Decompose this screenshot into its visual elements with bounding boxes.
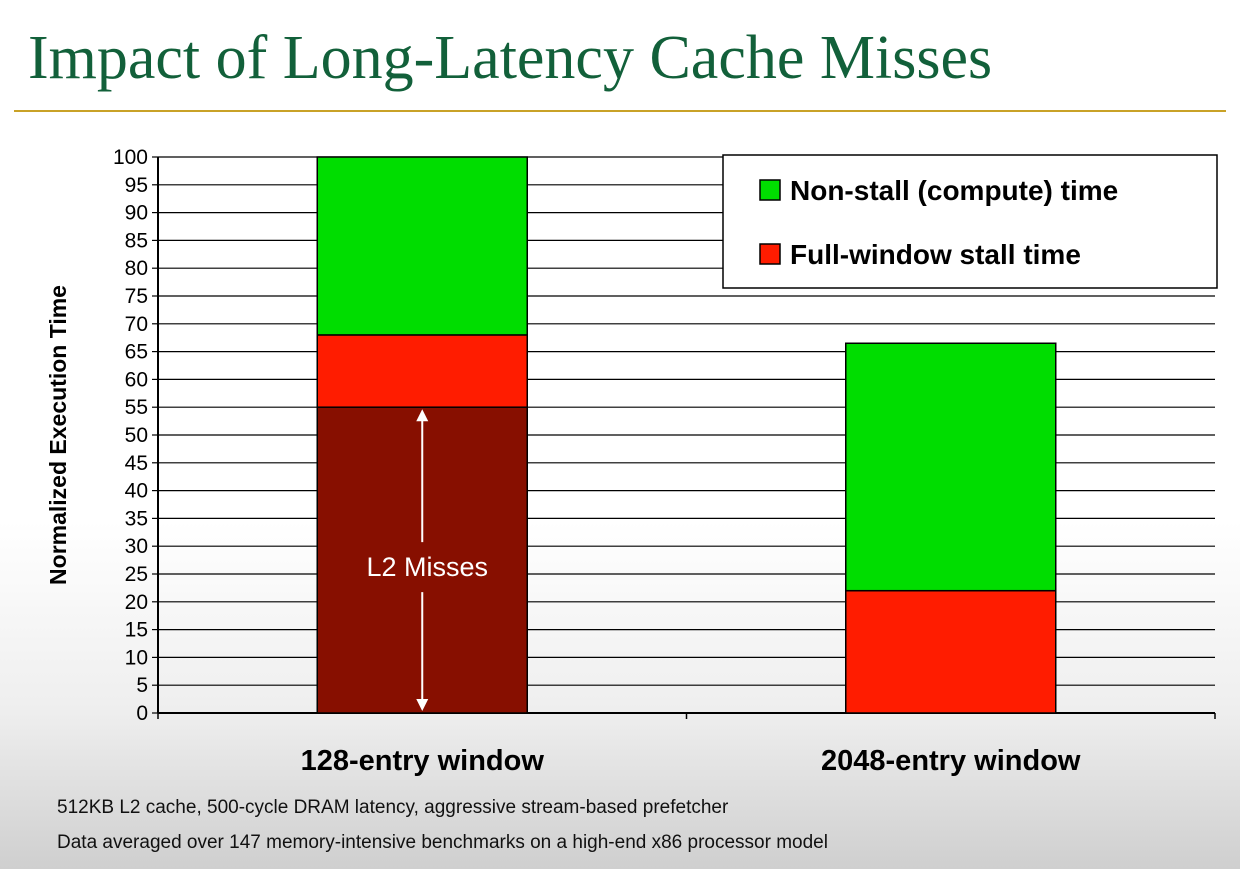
- footnote-config: 512KB L2 cache, 500-cycle DRAM latency, …: [57, 797, 729, 818]
- l2-misses-label: L2 Misses: [366, 552, 488, 582]
- y-tick-label: 65: [125, 341, 148, 364]
- y-tick-label: 30: [125, 535, 148, 558]
- y-tick-label: 15: [125, 619, 148, 642]
- y-tick-label: 35: [125, 507, 148, 530]
- y-tick-label: 70: [125, 313, 148, 336]
- legend-box: [722, 154, 1218, 289]
- l2-arrowhead-down: [416, 699, 429, 711]
- y-tick-label: 0: [136, 702, 148, 725]
- y-tick-label: 90: [125, 202, 148, 225]
- legend-swatch: [759, 179, 781, 201]
- y-tick-label: 95: [125, 174, 148, 197]
- y-tick-label: 50: [125, 424, 148, 447]
- y-tick-label: 80: [125, 257, 148, 280]
- y-tick-label: 10: [125, 646, 148, 669]
- y-tick-label: 100: [113, 146, 148, 169]
- y-tick-label: 5: [136, 674, 148, 697]
- legend-swatch: [759, 243, 781, 265]
- x-category-label: 128-entry window: [301, 745, 545, 777]
- footnote-benchmarks: Data averaged over 147 memory-intensive …: [57, 832, 828, 853]
- y-tick-label: 20: [125, 591, 148, 614]
- bar-non-stall-compute-time: [845, 342, 1057, 592]
- slide-title: Impact of Long-Latency Cache Misses: [28, 24, 993, 92]
- bar-full-window-stall-time: [845, 589, 1057, 714]
- l2-arrowhead-up: [416, 409, 429, 422]
- y-tick-label: 25: [125, 563, 148, 586]
- title-rule: [14, 110, 1226, 112]
- y-tick-label: 40: [125, 480, 148, 503]
- x-category-label: 2048-entry window: [821, 745, 1081, 777]
- legend-label: Non-stall (compute) time: [790, 175, 1118, 206]
- y-tick-label: 45: [125, 452, 148, 475]
- legend-label: Full-window stall time: [790, 239, 1081, 270]
- y-tick-label: 55: [125, 396, 148, 419]
- y-axis-title: Normalized Execution Time: [45, 285, 71, 585]
- y-tick-label: 75: [125, 285, 148, 308]
- bar-non-stall-compute-time: [316, 156, 528, 336]
- bar-chart: 0 5 10 15 20 25 30 35 40 45 50 55 60 65 70 75 80 85 90 95 10…: [45, 146, 1218, 777]
- y-tick-label: 85: [125, 229, 148, 252]
- y-tick-label: 60: [125, 368, 148, 391]
